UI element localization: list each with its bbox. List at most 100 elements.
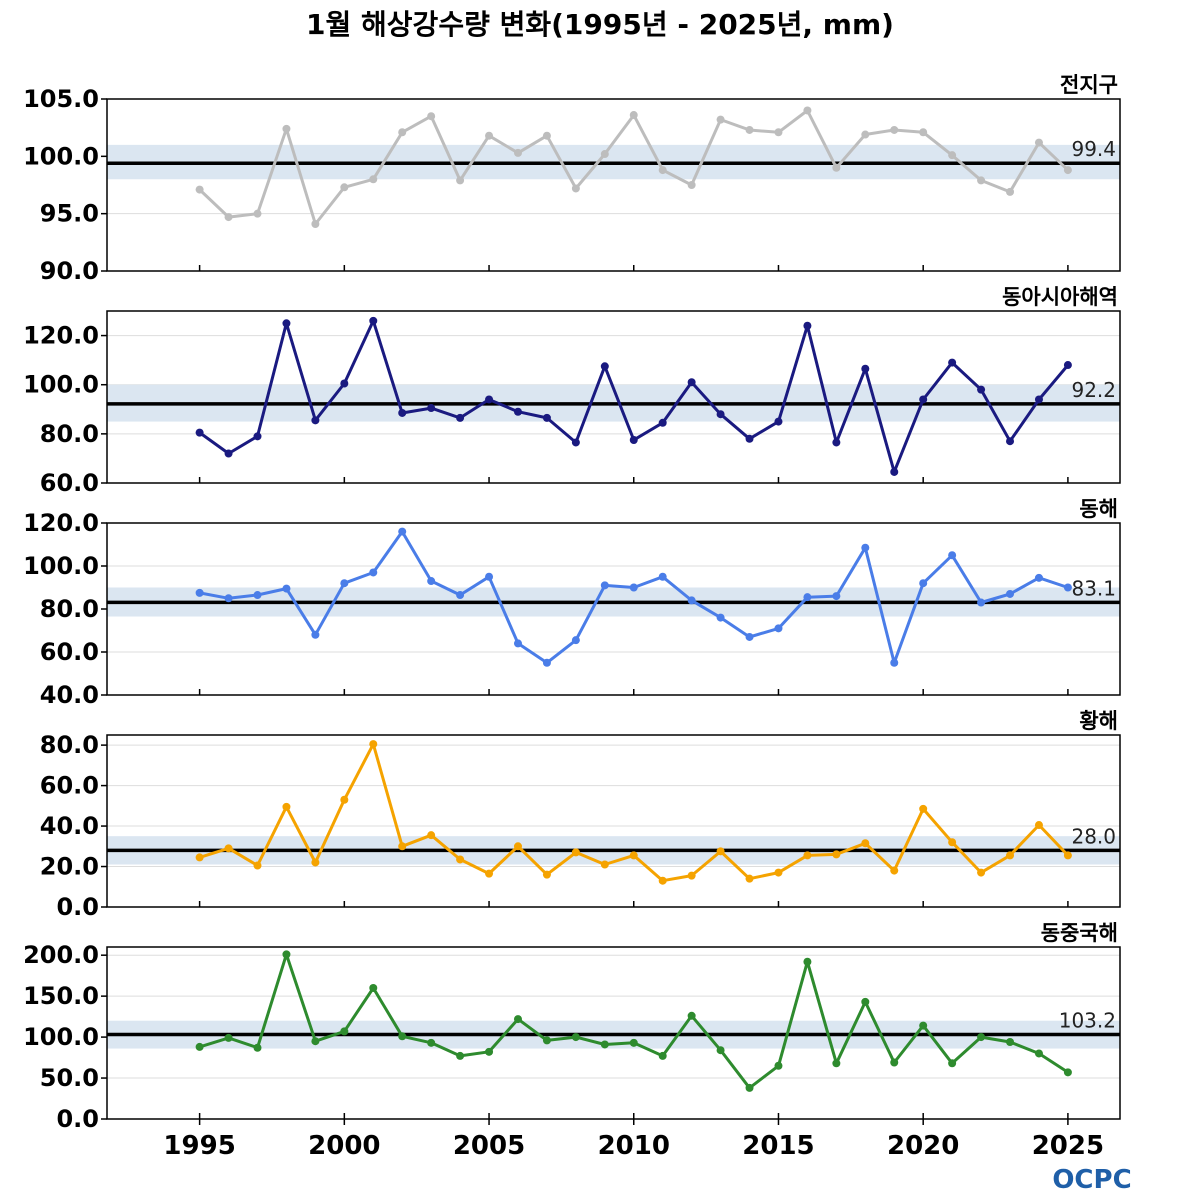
data-point bbox=[600, 860, 609, 869]
data-point bbox=[1006, 589, 1015, 598]
y-tick-label: 90.0 bbox=[40, 257, 99, 285]
data-point bbox=[1034, 821, 1043, 830]
data-point bbox=[253, 209, 262, 218]
y-tick-label: 120.0 bbox=[23, 322, 99, 350]
data-point bbox=[861, 839, 870, 848]
data-point bbox=[977, 868, 986, 877]
data-point bbox=[1063, 851, 1072, 860]
data-point bbox=[369, 983, 378, 992]
data-point bbox=[629, 436, 638, 444]
data-point bbox=[311, 416, 320, 425]
data-point bbox=[282, 950, 291, 959]
panel-frame bbox=[106, 98, 1121, 272]
data-point bbox=[803, 957, 812, 966]
data-point bbox=[861, 543, 870, 552]
data-point bbox=[195, 1042, 204, 1051]
data-point bbox=[861, 130, 870, 139]
data-point bbox=[485, 395, 494, 404]
data-point bbox=[398, 128, 407, 137]
data-point bbox=[919, 128, 928, 137]
data-point bbox=[224, 449, 233, 458]
y-tick-label: 120.0 bbox=[23, 509, 99, 537]
data-point bbox=[398, 527, 407, 536]
data-point bbox=[195, 853, 204, 862]
data-point bbox=[1063, 361, 1072, 370]
y-tick-label: 0.0 bbox=[56, 893, 99, 921]
data-point bbox=[456, 176, 465, 185]
data-point bbox=[948, 358, 957, 367]
data-point bbox=[340, 795, 349, 804]
data-point bbox=[629, 1038, 638, 1047]
data-point bbox=[195, 588, 204, 597]
data-point bbox=[687, 181, 696, 189]
y-tick-label: 40.0 bbox=[40, 812, 99, 840]
panels: 90.0 95.0 100.0 105.0 전지구 99.4 60.0 80.0 100.0 12… bbox=[23, 73, 1121, 1133]
data-point bbox=[890, 866, 899, 875]
data-point bbox=[311, 219, 320, 228]
x-tick-label: 2005 bbox=[453, 1131, 525, 1161]
data-point bbox=[1006, 187, 1015, 196]
chart-title: 1월 해상강수량 변화(1995년 - 2025년, mm) bbox=[306, 8, 894, 41]
data-point bbox=[890, 1058, 899, 1067]
data-point bbox=[253, 1043, 262, 1052]
data-point bbox=[1006, 851, 1015, 860]
data-point bbox=[658, 876, 667, 885]
data-point bbox=[427, 112, 436, 121]
data-point bbox=[369, 568, 378, 577]
y-tick-label: 100.0 bbox=[23, 1023, 99, 1051]
data-point bbox=[340, 1027, 349, 1036]
data-point bbox=[919, 395, 928, 404]
data-point bbox=[253, 591, 262, 600]
data-point bbox=[832, 1059, 841, 1068]
data-point bbox=[919, 804, 928, 813]
data-point bbox=[803, 851, 812, 860]
data-point bbox=[398, 1032, 407, 1041]
x-tick-label: 2000 bbox=[308, 1131, 380, 1161]
data-point bbox=[542, 413, 551, 422]
data-point bbox=[1006, 437, 1015, 446]
panel-label: 동중국해 bbox=[1041, 921, 1118, 945]
y-tick-label: 80.0 bbox=[40, 731, 99, 759]
data-point bbox=[745, 874, 754, 883]
data-point bbox=[948, 551, 957, 560]
x-tick-label: 2020 bbox=[887, 1131, 959, 1161]
data-point bbox=[948, 838, 957, 847]
data-point bbox=[311, 1037, 320, 1046]
data-point bbox=[658, 572, 667, 581]
data-point bbox=[716, 410, 725, 419]
data-point bbox=[977, 1033, 986, 1042]
data-point bbox=[485, 131, 494, 140]
data-point bbox=[629, 111, 638, 120]
data-point bbox=[513, 148, 522, 157]
data-point bbox=[687, 596, 696, 605]
data-point bbox=[542, 870, 551, 879]
panel-label: 황해 bbox=[1079, 709, 1118, 733]
data-point bbox=[571, 184, 580, 193]
y-tick-label: 80.0 bbox=[40, 420, 99, 448]
data-point bbox=[948, 1059, 957, 1068]
data-point bbox=[919, 1021, 928, 1030]
data-point bbox=[456, 591, 465, 600]
data-point bbox=[427, 577, 436, 586]
data-point bbox=[977, 385, 986, 394]
data-point bbox=[948, 151, 957, 160]
data-point bbox=[832, 163, 841, 172]
data-point bbox=[340, 579, 349, 588]
x-axis: 1995 2000 2005 2010 2015 2020 2025 bbox=[163, 1119, 1104, 1161]
data-point bbox=[571, 438, 580, 447]
data-point bbox=[977, 598, 986, 607]
ocpc-logo: OCPC bbox=[1052, 1165, 1131, 1195]
data-point bbox=[253, 861, 262, 870]
y-tick-label: 100.0 bbox=[23, 142, 99, 170]
data-point bbox=[890, 125, 899, 134]
y-tick-label: 95.0 bbox=[40, 200, 99, 228]
data-point bbox=[658, 418, 667, 427]
data-point bbox=[687, 871, 696, 880]
y-tick-label: 40.0 bbox=[40, 681, 99, 709]
data-point bbox=[282, 124, 291, 133]
data-point bbox=[513, 639, 522, 648]
data-point bbox=[745, 1083, 754, 1092]
data-point bbox=[369, 175, 378, 184]
data-point bbox=[745, 632, 754, 641]
data-point bbox=[774, 868, 783, 877]
